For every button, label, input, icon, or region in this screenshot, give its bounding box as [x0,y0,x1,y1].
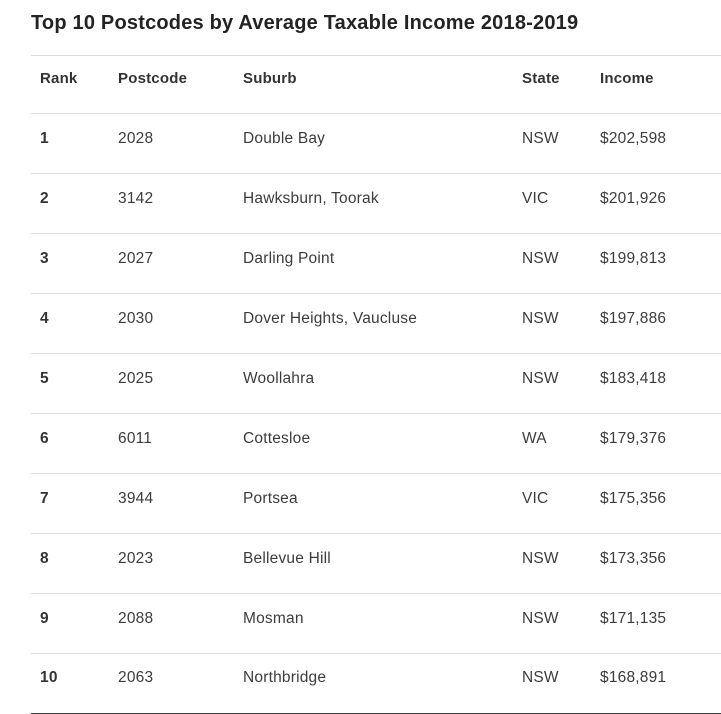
state-cell: VIC [522,473,600,534]
rank-cell: 9 [31,593,118,654]
state-cell: VIC [522,173,600,234]
suburb-cell: Cottesloe [243,413,522,474]
suburb-cell: Northbridge [243,669,327,687]
state-cell: NSW [522,593,600,654]
postcode-income-table: Rank Postcode Suburb State Income 1 2028… [31,55,721,714]
income-cell: $202,598 [600,113,721,174]
income-cell: $201,926 [600,173,721,234]
table-row: 8 2023 Bellevue Hill NSW $173,356 [31,533,721,594]
income-cell: $168,891 [600,669,667,687]
table-row: 4 2030 Dover Heights, Vaucluse NSW $197,… [31,293,721,354]
table-row: 3 2027 Darling Point NSW $199,813 [31,233,721,294]
suburb-cell: Mosman [243,593,522,654]
table-row: 6 6011 Cottesloe WA $179,376 [31,413,721,474]
rank-cell: 1 [31,113,118,174]
table-row: 1 2028 Double Bay NSW $202,598 [31,113,721,174]
table-row: 2 3142 Hawksburn, Toorak VIC $201,926 [31,173,721,234]
header-row: Rank Postcode Suburb State Income [31,55,721,114]
postcode-cell: 2023 [118,533,243,594]
table-header: Rank Postcode Suburb State Income [31,55,721,114]
postcode-cell: 2088 [118,593,243,654]
table-body: 1 2028 Double Bay NSW $202,598 2 3142 Ha… [31,113,721,714]
suburb-cell: Dover Heights, Vaucluse [243,293,522,354]
income-cell: $171,135 [600,593,721,654]
suburb-cell: Darling Point [243,233,522,294]
suburb-cell: Double Bay [243,113,522,174]
postcode-cell: 3944 [118,473,243,534]
postcode-cell: 3142 [118,173,243,234]
postcode-cell: 2025 [118,353,243,414]
state-cell: NSW [522,113,600,174]
income-cell: $179,376 [600,413,721,474]
rank-cell: 3 [31,233,118,294]
rank-cell: 4 [31,293,118,354]
rank-cell: 5 [31,353,118,414]
income-cell: $173,356 [600,533,721,594]
column-header-postcode: Postcode [118,55,243,114]
suburb-cell: Woollahra [243,353,522,414]
rank-cell: 6 [31,413,118,474]
postcode-cell: 2028 [118,113,243,174]
state-cell: NSW [522,533,600,594]
suburb-cell: Hawksburn, Toorak [243,173,522,234]
income-cell: $197,886 [600,293,721,354]
income-cell: $175,356 [600,473,721,534]
column-header-suburb: Suburb [243,55,522,114]
postcode-cell: 2030 [118,293,243,354]
table-row: 7 3944 Portsea VIC $175,356 [31,473,721,534]
rank-cell: 8 [31,533,118,594]
income-cell: $183,418 [600,353,721,414]
state-cell: NSW [522,233,600,294]
state-cell: NSW [522,353,600,414]
column-header-income: Income [600,55,721,114]
column-header-rank: Rank [31,55,118,114]
table-row: 10 2063 Northbridge NSW $168,891 [31,654,721,714]
income-cell: $199,813 [600,233,721,294]
table-row: 9 2088 Mosman NSW $171,135 [31,593,721,654]
postcode-cell: 2027 [118,233,243,294]
state-cell: NSW [522,293,600,354]
state-cell: WA [522,413,600,474]
postcode-cell: 6011 [118,413,243,474]
rank-cell: 10 [40,669,58,687]
postcode-cell: 2063 [118,669,154,687]
suburb-cell: Bellevue Hill [243,533,522,594]
table-row: 5 2025 Woollahra NSW $183,418 [31,353,721,414]
page-title: Top 10 Postcodes by Average Taxable Inco… [31,12,579,34]
state-cell: NSW [522,669,559,687]
rank-cell: 7 [31,473,118,534]
suburb-cell: Portsea [243,473,522,534]
column-header-state: State [522,55,600,114]
rank-cell: 2 [31,173,118,234]
